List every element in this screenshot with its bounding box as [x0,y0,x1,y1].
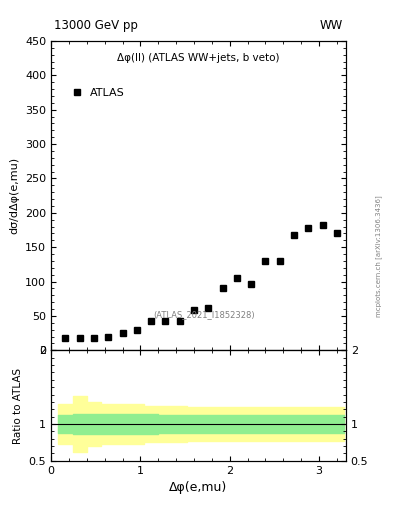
ATLAS [163,317,168,324]
ATLAS [277,258,282,264]
Text: 13000 GeV pp: 13000 GeV pp [54,18,138,32]
ATLAS [235,275,239,281]
ATLAS [106,333,110,339]
Text: (ATLAS_2021_I1852328): (ATLAS_2021_I1852328) [154,310,255,319]
ATLAS [149,317,154,324]
ATLAS [292,232,296,238]
Text: mcplots.cern.ch [arXiv:1306.3436]: mcplots.cern.ch [arXiv:1306.3436] [375,195,382,317]
ATLAS [206,305,211,311]
ATLAS [249,281,253,287]
ATLAS [92,335,96,341]
ATLAS [120,330,125,336]
Text: WW: WW [320,18,343,32]
ATLAS [77,335,82,341]
ATLAS [192,307,196,313]
Line: ATLAS: ATLAS [62,222,340,340]
ATLAS [134,327,139,333]
ATLAS [263,258,268,264]
ATLAS [320,221,325,227]
Legend: ATLAS: ATLAS [68,83,129,102]
ATLAS [63,335,68,341]
Text: Δφ(ll) (ATLAS WW+jets, b veto): Δφ(ll) (ATLAS WW+jets, b veto) [117,53,280,63]
ATLAS [334,230,339,237]
Y-axis label: Ratio to ATLAS: Ratio to ATLAS [13,368,23,443]
ATLAS [220,285,225,291]
X-axis label: Δφ(e,mu): Δφ(e,mu) [169,481,228,494]
Y-axis label: dσ/dΔφ(e,mu): dσ/dΔφ(e,mu) [9,157,20,234]
ATLAS [177,317,182,324]
ATLAS [306,225,311,231]
